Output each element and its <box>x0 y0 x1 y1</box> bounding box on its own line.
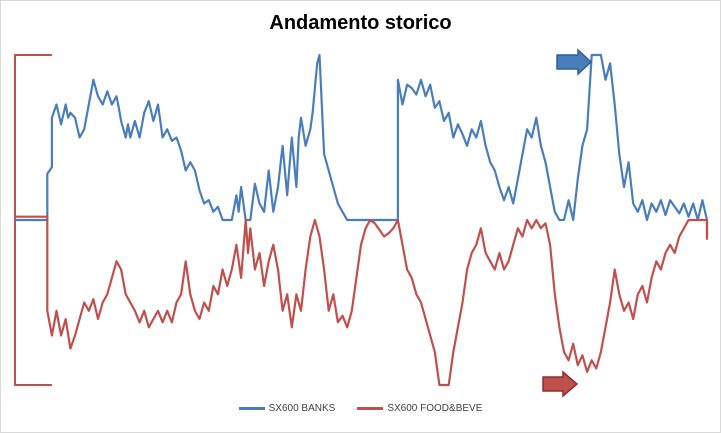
legend: SX600 BANKS SX600 FOOD&BEVE <box>0 403 721 414</box>
chart-title: Andamento storico <box>269 12 452 34</box>
red-arrow-icon <box>542 370 579 398</box>
series-line-food-beve <box>15 215 709 387</box>
series-layer <box>15 53 709 387</box>
legend-swatch <box>357 407 384 410</box>
legend-item-food-beve: SX600 FOOD&BEVE <box>357 403 482 414</box>
legend-label: SX600 BANKS <box>268 403 336 414</box>
legend-swatch <box>238 407 265 410</box>
annotation-layer <box>542 48 593 398</box>
legend-item-banks: SX600 BANKS <box>238 403 336 414</box>
blue-arrow-icon <box>556 48 593 76</box>
legend-label: SX600 FOOD&BEVE <box>387 403 483 414</box>
series-line-banks <box>15 53 709 237</box>
